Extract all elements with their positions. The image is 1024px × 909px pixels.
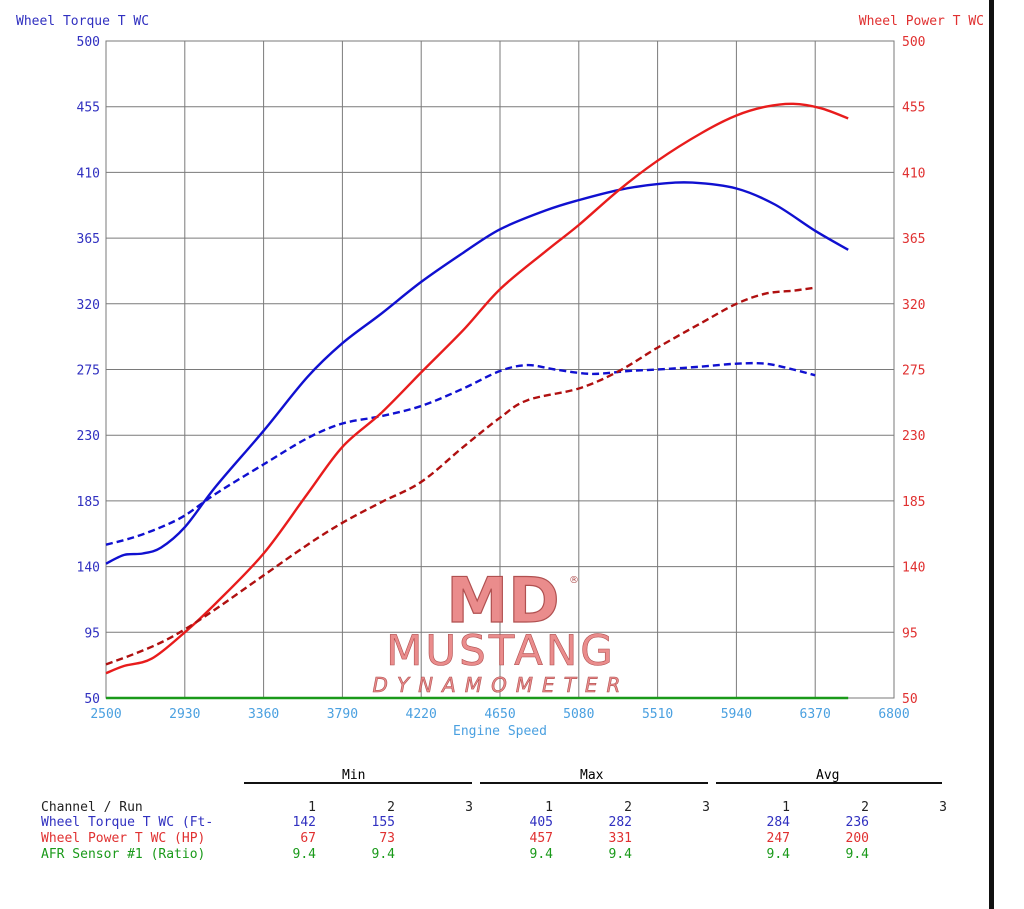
x-tick-label: 4220 — [406, 707, 437, 722]
stats-header-avg: Avg — [816, 768, 840, 783]
stats-value-min: 9.4 — [371, 847, 395, 862]
stats-header-max: Max — [580, 768, 604, 783]
y-tick-label-left: 455 — [77, 101, 100, 116]
stats-value-max: 282 — [608, 815, 632, 830]
y-tick-label-right: 140 — [902, 561, 925, 576]
x-tick-label: 5940 — [721, 707, 752, 722]
stats-value-max: 331 — [608, 831, 632, 846]
y-tick-label-right: 95 — [902, 626, 918, 641]
y-tick-label-right: 410 — [902, 166, 925, 181]
stats-value-avg: 247 — [766, 831, 790, 846]
stats-run-label: 2 — [624, 800, 632, 815]
stats-run-label: 2 — [387, 800, 395, 815]
x-tick-label: 4650 — [484, 707, 515, 722]
x-tick-label: 3360 — [248, 707, 279, 722]
x-tick-label: 3790 — [327, 707, 358, 722]
logo-name: MUSTANG — [386, 626, 616, 675]
logo-registered: ® — [569, 575, 579, 586]
series — [105, 102, 849, 700]
frame-edge — [989, 0, 994, 909]
x-axis-label: Engine Speed — [453, 724, 547, 739]
y-tick-label-right: 320 — [902, 298, 925, 313]
x-tick-label: 2500 — [90, 707, 121, 722]
axes: 2500 2930 3360 3790 4220 4650 5080 5510 5940 6370… — [77, 35, 926, 722]
stats-channel-header: Channel / Run — [41, 800, 143, 815]
y-tick-label-right: 500 — [902, 35, 925, 50]
stats-header-min: Min — [342, 768, 366, 783]
logo-sub: DYNAMOMETER — [373, 673, 630, 697]
x-tick-label: 6370 — [800, 707, 831, 722]
stats-channel-name: Wheel Torque T WC (Ft- — [41, 815, 214, 830]
stats-value-max: 405 — [529, 815, 553, 830]
y-tick-label-left: 140 — [77, 561, 100, 576]
stats-run-label: 3 — [939, 800, 947, 815]
mustang-dyno-logo: MD ® MUSTANG DYNAMOMETER — [372, 563, 630, 697]
x-tick-label: 2930 — [169, 707, 200, 722]
y-tick-label-left: 230 — [77, 429, 100, 444]
axis-title-left: Wheel Torque T WC — [16, 14, 149, 29]
stats-value-min: 67 — [300, 831, 316, 846]
x-tick-label: 6800 — [878, 707, 909, 722]
stats-run-label: 1 — [308, 800, 316, 815]
stats-run-label: 1 — [545, 800, 553, 815]
y-tick-label-right: 50 — [902, 692, 918, 707]
stats-value-avg: 236 — [845, 815, 869, 830]
y-tick-label-left: 410 — [77, 166, 100, 181]
y-tick-label-left: 50 — [84, 692, 100, 707]
y-tick-label-left: 500 — [77, 35, 100, 50]
stats-run-label: 3 — [465, 800, 473, 815]
stats-channel-name: AFR Sensor #1 (Ratio) — [41, 847, 206, 862]
y-tick-label-left: 185 — [77, 495, 100, 510]
logo-mark: MD — [446, 564, 559, 637]
axis-title-right: Wheel Power T WC — [859, 14, 984, 29]
stats-value-avg: 284 — [766, 815, 790, 830]
stats-value-avg: 9.4 — [845, 847, 869, 862]
stats-run-label: 1 — [782, 800, 790, 815]
stats-value-max: 9.4 — [608, 847, 632, 862]
x-tick-label: 5510 — [642, 707, 673, 722]
y-tick-label-right: 365 — [902, 232, 925, 247]
stats-value-min: 142 — [292, 815, 316, 830]
y-tick-label-left: 95 — [84, 626, 100, 641]
stats-run-label: 2 — [861, 800, 869, 815]
stats-value-avg: 9.4 — [766, 847, 790, 862]
y-tick-label-right: 275 — [902, 364, 925, 379]
stats-value-avg: 200 — [845, 831, 869, 846]
y-tick-label-left: 320 — [77, 298, 100, 313]
x-tick-label: 5080 — [563, 707, 594, 722]
stats-value-max: 457 — [529, 831, 553, 846]
series-line-wheel-power-t-wc-run1 — [105, 102, 849, 675]
stats-value-max: 9.4 — [529, 847, 553, 862]
y-tick-label-left: 365 — [77, 232, 100, 247]
stats-value-min: 73 — [379, 831, 395, 846]
stats-value-min: 155 — [371, 815, 395, 830]
y-tick-label-right: 230 — [902, 429, 925, 444]
stats-run-label: 3 — [702, 800, 710, 815]
series-line-wheel-torque-t-wc-run1 — [105, 181, 849, 565]
y-tick-label-right: 185 — [902, 495, 925, 510]
stats-channel-name: Wheel Power T WC (HP) — [41, 831, 206, 846]
y-tick-label-right: 455 — [902, 101, 925, 116]
y-tick-label-left: 275 — [77, 364, 100, 379]
series-line-wheel-torque-t-wc-run2 — [105, 361, 816, 546]
stats-value-min: 9.4 — [292, 847, 316, 862]
series-line-wheel-power-t-wc-run2 — [105, 286, 816, 666]
